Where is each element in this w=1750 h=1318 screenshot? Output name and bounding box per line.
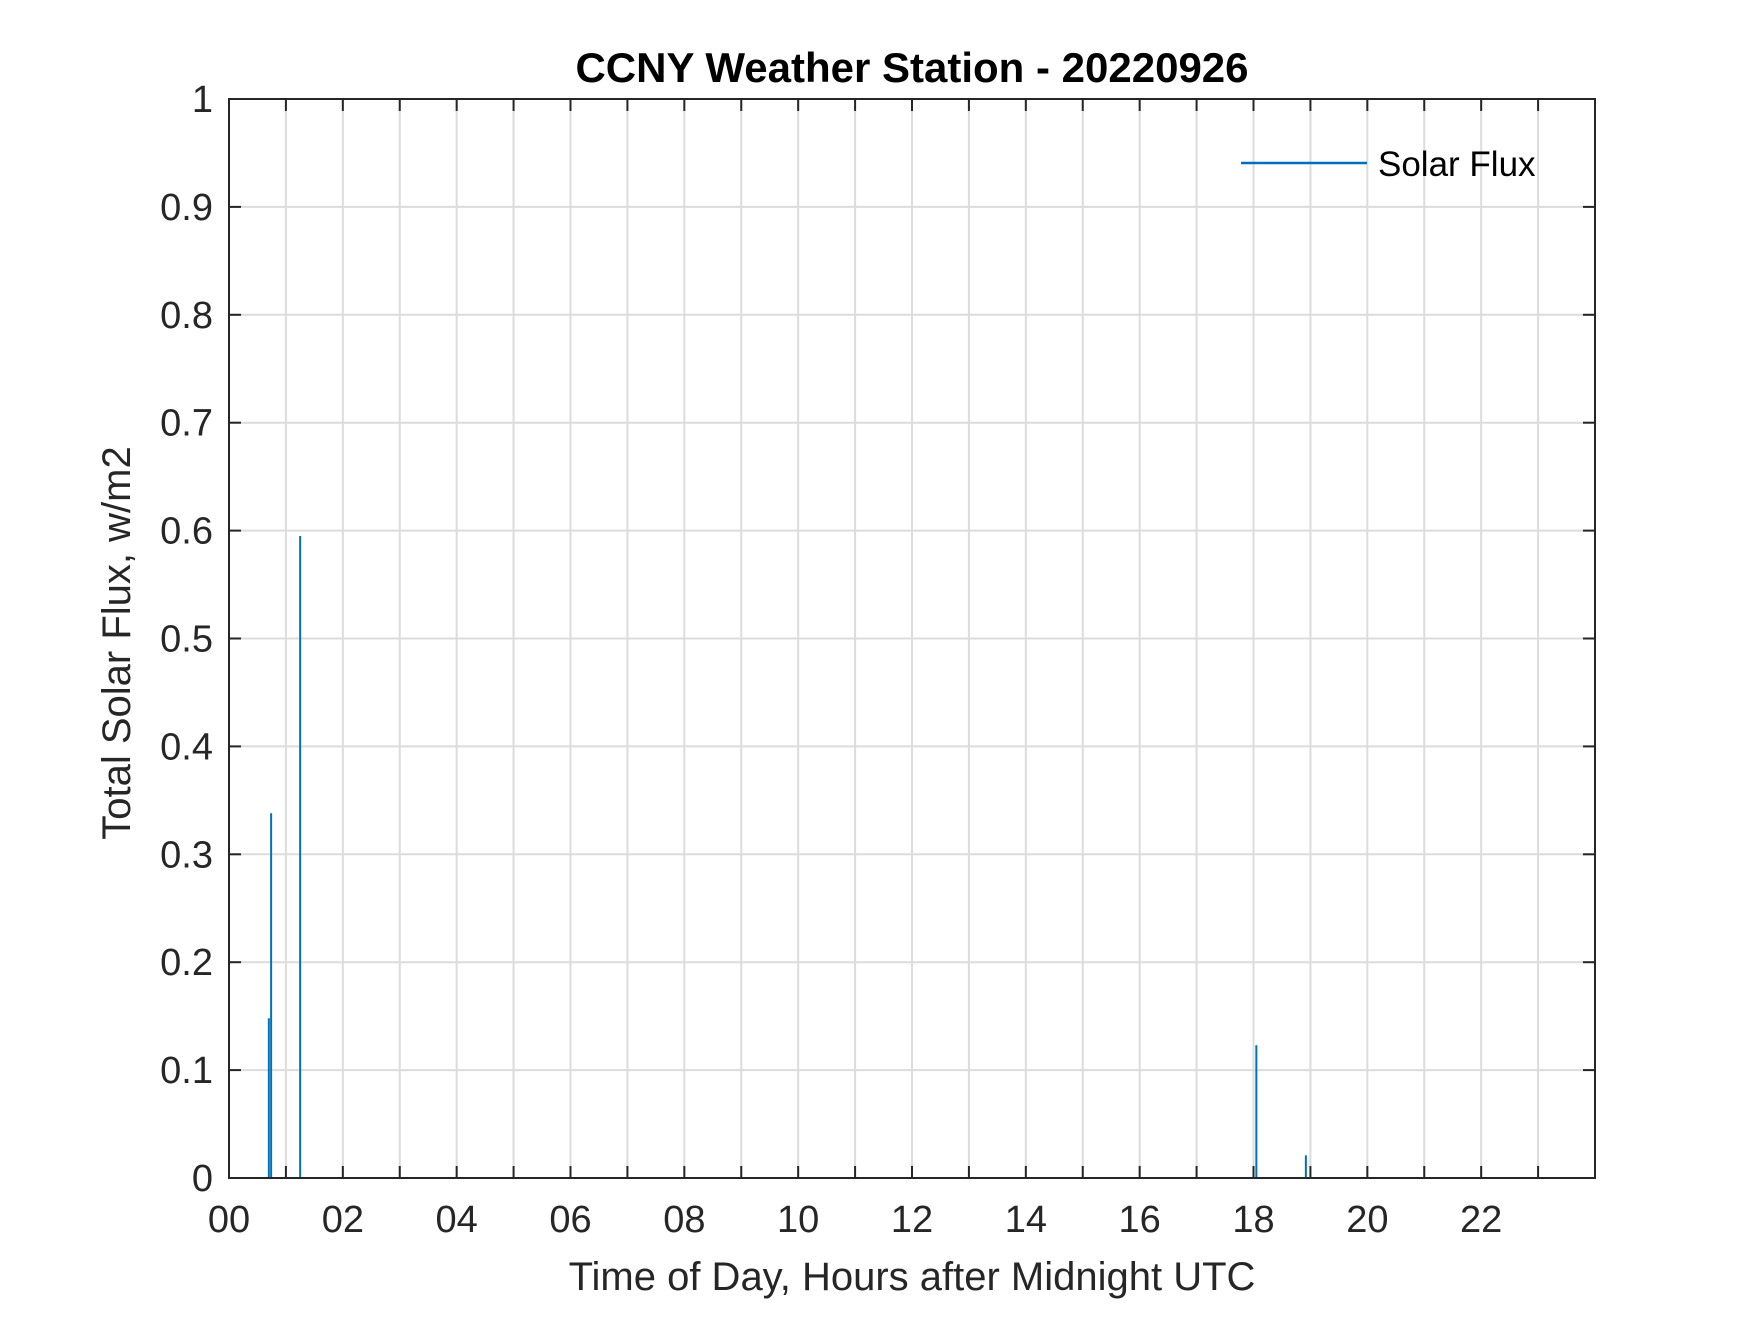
y-tick-label: 0.9 [160,187,213,229]
y-tick-label: 0.2 [160,942,213,984]
y-tick-label: 0.1 [160,1050,213,1092]
y-axis-label: Total Solar Flux, w/m2 [95,446,139,839]
x-axis-label: Time of Day, Hours after Midnight UTC [569,1255,1256,1299]
x-tick-label: 16 [1119,1199,1161,1241]
x-tick-label: 00 [208,1199,250,1241]
y-tick-label: 0.4 [160,726,213,768]
legend-label-solar-flux: Solar Flux [1378,145,1536,184]
x-tick-label: 10 [777,1199,819,1241]
x-tick-label: 04 [436,1199,478,1241]
x-tick-label: 02 [322,1199,364,1241]
y-tick-label: 0.7 [160,403,213,445]
y-tick-label: 1 [192,79,213,121]
y-tick-label: 0.3 [160,834,213,876]
chart-title: CCNY Weather Station - 20220926 [575,44,1248,91]
y-tick-label: 0.8 [160,295,213,337]
x-tick-label: 12 [891,1199,933,1241]
y-tick-label: 0 [192,1158,213,1200]
y-tick-label: 0.6 [160,511,213,553]
x-tick-label: 18 [1232,1199,1274,1241]
x-tick-label: 08 [663,1199,705,1241]
y-tick-label: 0.5 [160,619,213,661]
x-tick-label: 06 [549,1199,591,1241]
x-tick-label: 20 [1346,1199,1388,1241]
x-tick-label: 22 [1460,1199,1502,1241]
x-tick-label: 14 [1005,1199,1047,1241]
